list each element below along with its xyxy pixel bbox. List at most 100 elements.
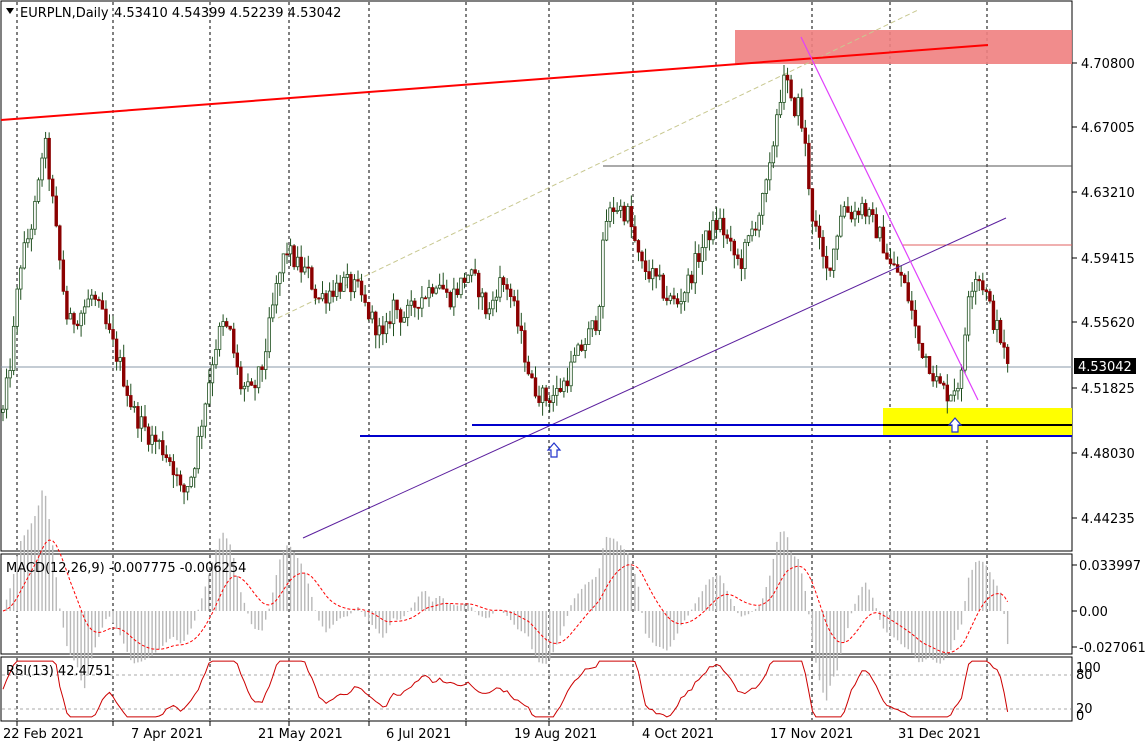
candle-bull: [587, 328, 591, 345]
candle-bear: [821, 236, 825, 257]
resistance-zone: [735, 30, 1072, 64]
candle-bull: [33, 201, 37, 230]
candle-bear: [516, 300, 520, 327]
candle-bear: [910, 300, 914, 311]
candle-bull: [839, 215, 843, 237]
candle-bull: [494, 296, 499, 301]
candle-bull: [391, 299, 396, 325]
candle-bull: [274, 283, 279, 306]
candle-bull: [590, 320, 594, 330]
candle-bull: [934, 376, 939, 382]
candle-bull: [200, 425, 204, 437]
candle-bear: [636, 240, 641, 253]
candle-bull: [295, 256, 300, 268]
candle-bear: [707, 230, 712, 241]
candle-bear: [104, 308, 108, 325]
candle-bear: [544, 387, 548, 402]
candle-bull: [196, 435, 200, 470]
candle-bear: [558, 388, 563, 392]
candle-bull: [835, 235, 839, 250]
up-arrow-icon: [947, 417, 963, 433]
price-tick-label: 4.55620: [1081, 316, 1135, 331]
candle-bull: [434, 287, 438, 294]
candle-bear: [349, 274, 353, 293]
macd-tick-label: 0.033997: [1079, 559, 1141, 574]
candle-bear: [253, 384, 257, 389]
candle-bear: [93, 294, 97, 300]
candle-bear: [753, 228, 758, 231]
candle-bear: [721, 217, 726, 236]
candle-bear: [512, 296, 516, 302]
candle-bear: [654, 268, 658, 277]
candle-bear: [892, 263, 896, 266]
time-axis: 22 Feb 2021 7 Apr 2021 21 May 2021 6 Jul 20…: [3, 721, 981, 742]
candle-bull: [256, 366, 261, 389]
candle-bear: [129, 395, 133, 408]
candle-bull: [995, 319, 999, 331]
candle-bull: [437, 284, 442, 289]
candle-bull: [761, 193, 765, 216]
candle-bear: [789, 79, 793, 99]
candle-bear: [533, 377, 538, 397]
candle-bull: [974, 279, 978, 292]
macd-tick-label: 0.00: [1079, 605, 1108, 620]
current-price-text: 4.53042: [1078, 360, 1132, 375]
candle-bull: [82, 306, 87, 314]
candle-bear: [824, 255, 829, 269]
candle-bull: [778, 102, 783, 116]
candle-bull: [832, 248, 836, 271]
candle-bull: [700, 247, 705, 262]
candle-bull: [334, 282, 339, 297]
candle-bear: [505, 284, 509, 290]
candle-bear: [61, 259, 66, 292]
rsi-tick-label: 0: [1076, 709, 1084, 724]
candle-bull: [157, 440, 161, 442]
candle-bull: [693, 253, 697, 284]
candle-bull: [150, 434, 154, 445]
candle-bull: [743, 242, 747, 269]
price-tick-label: 4.70800: [1081, 57, 1135, 72]
candle-bear: [519, 325, 523, 332]
candle-bear: [828, 267, 832, 271]
candle-bull: [782, 74, 786, 103]
up-arrow-icon: [546, 442, 562, 458]
candle-bear: [239, 366, 243, 390]
candle-bear: [792, 97, 797, 117]
candle-bull: [551, 394, 555, 403]
candle-bear: [945, 384, 949, 402]
candle-bear: [856, 210, 861, 216]
candle-bear: [917, 325, 921, 344]
candle-bull: [246, 381, 250, 387]
candle-bear: [672, 295, 676, 300]
candle-bear: [324, 293, 328, 304]
candle-bear: [690, 274, 694, 284]
candle-bear: [739, 258, 744, 269]
candle-bull: [79, 312, 83, 327]
candle-bull: [487, 308, 492, 315]
time-label: 31 Dec 2021: [898, 727, 981, 742]
candle-bear: [977, 279, 981, 282]
candle-bull: [288, 245, 293, 255]
candle-bear: [526, 361, 531, 375]
candle-bull: [217, 325, 222, 350]
candle-bear: [523, 330, 527, 363]
candle-bear: [899, 271, 903, 276]
time-label: 21 May 2021: [258, 727, 343, 742]
candle-bear: [423, 297, 428, 300]
candle-bear: [611, 207, 616, 212]
candle-bear: [881, 226, 886, 254]
candle-bull: [956, 387, 960, 392]
candle-bull: [860, 202, 864, 216]
time-label: 6 Jul 2021: [386, 727, 451, 742]
candle-bull: [263, 351, 268, 370]
candle-bull: [608, 207, 612, 222]
triangle-down-icon[interactable]: [6, 8, 14, 14]
candle-bull: [768, 162, 772, 181]
candle-bull: [11, 325, 16, 371]
candle-bull: [402, 317, 406, 323]
candle-bull: [650, 268, 655, 280]
candle-bear: [75, 323, 80, 327]
candle-bear: [565, 380, 570, 387]
candle-bull: [43, 137, 48, 159]
candle-bear: [146, 426, 151, 445]
